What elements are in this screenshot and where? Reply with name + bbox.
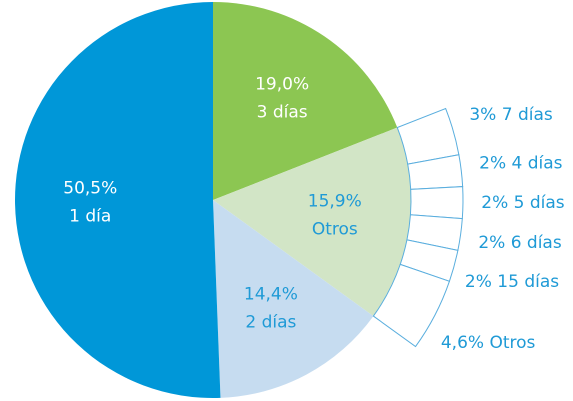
breakdown-label: 2% 4 días	[479, 154, 563, 174]
breakdown-value-label: 4,6%	[441, 333, 484, 353]
breakdown-label: 3% 7 días	[469, 105, 553, 125]
breakdown-value-label: 3%	[469, 105, 496, 125]
breakdown-category-label: Otros	[489, 333, 535, 353]
breakdown-category-label: 4 días	[512, 154, 563, 174]
slice-category-label: 2 días	[245, 312, 296, 332]
pie-slice	[213, 127, 411, 317]
slice-value-label: 14,4%	[244, 284, 298, 304]
pie-slice	[213, 2, 398, 200]
slice-value-label: 50,5%	[63, 178, 117, 198]
breakdown-label: 2% 15 días	[465, 272, 559, 292]
breakdown-value-label: 2%	[478, 233, 505, 253]
breakdown-value-label: 2%	[479, 154, 506, 174]
breakdown-label: 2% 6 días	[478, 233, 562, 253]
pie-slice	[213, 200, 374, 398]
slice-value-label: 19,0%	[255, 75, 309, 95]
breakdown-value-label: 2%	[465, 272, 492, 292]
slice-category-label: 1 día	[69, 206, 111, 226]
pie-slice	[15, 2, 221, 398]
breakdown-value-label: 2%	[481, 193, 508, 213]
breakdown-category-label: 15 días	[497, 272, 559, 292]
slice-category-label: 3 días	[257, 103, 308, 123]
breakdown-category-label: 6 días	[511, 233, 562, 253]
breakdown-segment	[409, 186, 464, 220]
slice-value-label: 15,9%	[308, 191, 362, 211]
breakdown-category-label: 7 días	[502, 105, 553, 125]
slice-category-label: Otros	[312, 219, 358, 239]
breakdown-category-label: 5 días	[514, 193, 565, 213]
breakdown-segment	[396, 107, 460, 165]
breakdown-label: 2% 5 días	[481, 193, 565, 213]
breakdown-segment	[372, 263, 451, 348]
breakdown-label: 4,6% Otros	[441, 333, 536, 353]
